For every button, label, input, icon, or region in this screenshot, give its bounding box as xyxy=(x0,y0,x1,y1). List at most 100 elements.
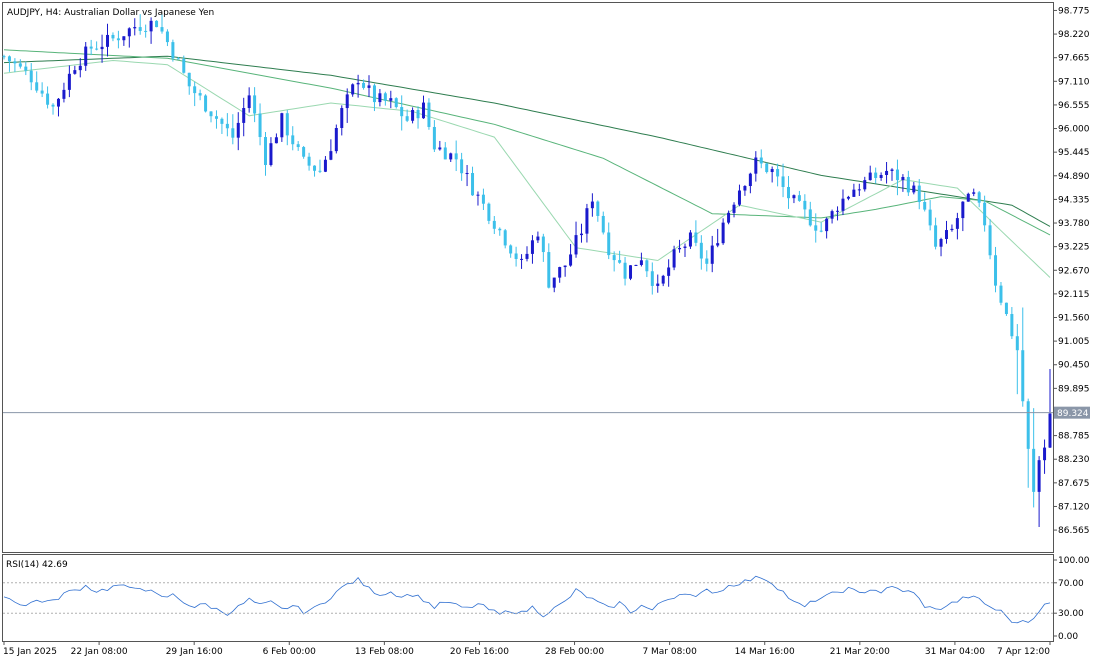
candle-body xyxy=(7,56,11,62)
candle-body xyxy=(122,36,126,41)
candle-body xyxy=(421,102,425,119)
candle-body xyxy=(645,260,649,272)
candle-body xyxy=(182,58,186,73)
candle-body xyxy=(209,111,213,117)
price-tick-label: 92.115 xyxy=(1058,290,1090,300)
candle-body xyxy=(787,187,790,199)
candle-body xyxy=(84,46,88,66)
candle-body xyxy=(825,218,829,232)
price-panel-frame xyxy=(2,2,1054,553)
candle-body xyxy=(574,235,578,255)
candle-body xyxy=(487,203,491,221)
candle-body xyxy=(541,236,545,253)
candles xyxy=(2,14,1052,527)
candle-body xyxy=(155,20,159,28)
price-tick-label: 98.775 xyxy=(1058,6,1090,16)
candle-body xyxy=(264,137,267,166)
time-tick-label: 21 Mar 20:00 xyxy=(830,647,890,657)
candle-body xyxy=(214,116,218,119)
candle-body xyxy=(1010,314,1014,337)
candle-body xyxy=(449,153,453,160)
candle-body xyxy=(667,267,671,276)
candle-body xyxy=(1037,460,1041,492)
ma-fast-line xyxy=(3,59,1051,278)
candle-body xyxy=(836,210,840,212)
candle-body xyxy=(345,94,349,109)
price-tick-label: 93.225 xyxy=(1058,243,1090,253)
rsi-tick-label: 70.00 xyxy=(1058,579,1084,589)
candle-body xyxy=(78,65,82,71)
candle-body xyxy=(917,185,921,202)
rsi-plot xyxy=(3,575,1051,624)
candle-body xyxy=(912,185,916,193)
price-tick-label: 88.230 xyxy=(1058,455,1090,465)
candle-body xyxy=(781,176,785,188)
candle-body xyxy=(661,275,665,284)
time-tick-label: 6 Feb 00:00 xyxy=(263,647,317,657)
candle-body xyxy=(737,190,741,205)
candle-body xyxy=(727,212,731,223)
candle-body xyxy=(846,196,850,199)
price-tick-label: 87.120 xyxy=(1058,502,1090,512)
candle-body xyxy=(492,220,496,229)
candle-body xyxy=(890,169,894,171)
candle-body xyxy=(547,252,551,288)
candle-body xyxy=(323,159,327,172)
candle-body xyxy=(18,63,22,67)
candle-body xyxy=(863,180,867,190)
candle-body xyxy=(285,113,289,136)
candle-body xyxy=(1048,413,1052,448)
rsi-axis: 100.00 70.00 30.00 0.00 xyxy=(3,556,1090,642)
candle-body xyxy=(569,254,573,266)
price-tick-label: 91.005 xyxy=(1058,337,1090,347)
candle-body xyxy=(972,192,976,194)
candle-body xyxy=(683,246,687,248)
candle-body xyxy=(51,104,55,107)
candle-body xyxy=(988,225,992,256)
candle-body xyxy=(961,201,965,219)
candle-body xyxy=(885,170,889,175)
candle-body xyxy=(977,192,981,203)
candle-body xyxy=(454,153,458,160)
candle-body xyxy=(35,82,39,91)
candle-body xyxy=(13,61,17,64)
candle-body xyxy=(579,233,583,236)
candle-body xyxy=(509,245,513,254)
candle-body xyxy=(716,243,720,246)
candle-body xyxy=(503,230,507,246)
candle-body xyxy=(1004,302,1008,315)
candle-body xyxy=(258,113,262,138)
candle-body xyxy=(514,253,518,260)
candle-body xyxy=(629,265,633,279)
candle-body xyxy=(710,245,714,264)
candle-body xyxy=(280,113,284,138)
candle-body xyxy=(563,265,567,268)
price-tick-label: 88.785 xyxy=(1058,432,1090,442)
time-tick-label: 7 Apr 12:00 xyxy=(997,647,1050,657)
candle-body xyxy=(868,172,872,181)
candle-body xyxy=(127,28,131,37)
candle-body xyxy=(770,169,774,173)
rsi-tick-label: 0.00 xyxy=(1058,632,1078,642)
candle-body xyxy=(432,126,436,150)
candle-body xyxy=(95,48,99,50)
candle-body xyxy=(171,42,175,59)
candle-body xyxy=(307,156,311,166)
candle-body xyxy=(165,31,169,43)
price-tick-label: 97.110 xyxy=(1058,77,1090,87)
candle-body xyxy=(160,27,164,32)
price-tick-label: 93.780 xyxy=(1058,219,1090,229)
candle-body xyxy=(67,73,71,90)
candle-body xyxy=(438,147,442,150)
candle-body xyxy=(372,85,376,103)
price-tick-label: 97.665 xyxy=(1058,54,1090,64)
candle-body xyxy=(994,255,998,286)
candle-body xyxy=(906,176,910,193)
candle-body xyxy=(841,198,845,211)
candle-body xyxy=(944,230,948,239)
candle-body xyxy=(149,20,153,32)
candle-body xyxy=(73,70,77,74)
candle-body xyxy=(269,143,273,166)
time-tick-label: 15 Jan 2025 xyxy=(3,647,57,657)
